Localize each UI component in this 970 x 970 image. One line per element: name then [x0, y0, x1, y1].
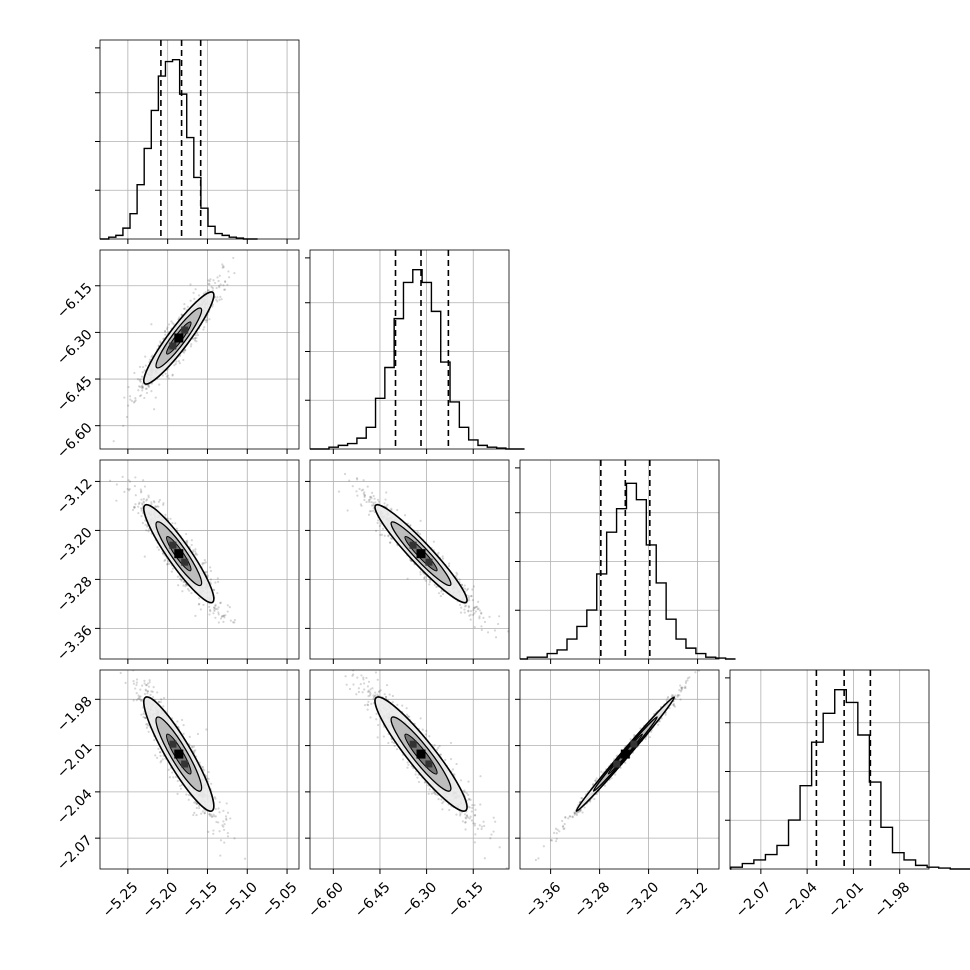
x-tick-label: −3.36 — [523, 879, 565, 921]
x-tick-label: −2.01 — [825, 879, 867, 921]
scatter-points — [109, 475, 236, 624]
y-tick-label: −3.12 — [54, 476, 96, 518]
panel-frame — [519, 669, 720, 870]
panel-background — [520, 670, 719, 869]
x-tick-label: −5.05 — [259, 879, 301, 921]
density-core — [620, 749, 630, 759]
y-tick-label: −1.98 — [54, 694, 96, 736]
scatter-panel-0-2 — [99, 459, 300, 660]
x-tick-label: −3.28 — [572, 879, 614, 921]
scatter-points — [534, 670, 701, 862]
y-tick-label: −2.07 — [54, 832, 96, 874]
density-core — [174, 749, 184, 759]
density-core — [613, 760, 621, 768]
y-tick-label: −6.30 — [54, 327, 96, 369]
histogram-panel-3 — [729, 669, 970, 870]
panel-background — [100, 460, 299, 659]
scatter-points — [337, 472, 509, 639]
y-tick-label: −3.36 — [54, 623, 96, 665]
scatter-points — [112, 256, 236, 443]
density-core — [409, 541, 417, 549]
scatter-panel-1-3 — [309, 669, 510, 870]
panel-background — [520, 460, 719, 659]
x-tick-label: −5.15 — [179, 879, 221, 921]
panel-frame — [309, 669, 510, 870]
scatter-points — [344, 670, 508, 869]
panel-frame — [729, 669, 930, 870]
density-core — [409, 740, 417, 748]
x-tick-label: −5.20 — [140, 879, 182, 921]
density-core — [169, 541, 177, 549]
density-core — [630, 740, 638, 748]
histogram-step-line — [310, 269, 525, 450]
y-tick-label: −3.28 — [54, 574, 96, 616]
histogram-step-line — [730, 689, 970, 870]
y-tick-label: −6.15 — [54, 280, 96, 322]
x-tick-label: −3.12 — [670, 879, 712, 921]
panel-frame — [309, 249, 510, 450]
histogram-panel-2 — [519, 459, 736, 660]
x-tick-label: −6.30 — [399, 879, 441, 921]
y-tick-label: −3.20 — [54, 525, 96, 567]
y-tick-label: −6.45 — [54, 373, 96, 415]
scatter-panel-0-1 — [99, 249, 300, 450]
panel-frame — [99, 669, 300, 870]
panel-background — [310, 670, 509, 869]
density-core — [425, 760, 433, 768]
panel-background — [310, 250, 509, 449]
x-tick-label: −6.15 — [445, 879, 487, 921]
density-core — [181, 558, 189, 566]
x-tick-label: −2.04 — [779, 879, 821, 921]
x-tick-label: −5.10 — [219, 879, 261, 921]
panel-background — [100, 250, 299, 449]
x-tick-label: −1.98 — [872, 879, 914, 921]
panel-frame — [99, 249, 300, 450]
panel-background — [730, 670, 929, 869]
x-tick-label: −2.07 — [733, 879, 775, 921]
panel-background — [100, 40, 299, 239]
histogram-step-line — [520, 482, 736, 660]
scatter-panel-1-2 — [309, 459, 510, 660]
histogram-step-line — [100, 59, 258, 240]
y-tick-label: −2.01 — [54, 740, 96, 782]
density-core — [416, 749, 426, 759]
y-tick-label: −6.60 — [54, 420, 96, 462]
density-core — [169, 740, 177, 748]
density-core — [181, 326, 189, 334]
x-tick-label: −3.20 — [621, 879, 663, 921]
panel-frame — [99, 39, 300, 240]
density-core — [174, 333, 184, 343]
panel-frame — [99, 459, 300, 660]
histogram-panel-1 — [309, 249, 525, 450]
scatter-panel-0-3 — [99, 669, 300, 870]
panel-background — [310, 460, 509, 659]
density-core — [425, 558, 433, 566]
y-tick-label: −2.04 — [54, 786, 96, 828]
panel-frame — [309, 459, 510, 660]
scatter-points — [119, 670, 247, 860]
panel-frame — [519, 459, 720, 660]
x-tick-label: −6.45 — [352, 879, 394, 921]
density-core — [169, 342, 177, 350]
x-tick-label: −5.25 — [100, 879, 142, 921]
density-core — [181, 760, 189, 768]
density-core — [174, 549, 184, 559]
density-core — [416, 549, 426, 559]
histogram-panel-0 — [99, 39, 300, 240]
x-tick-label: −6.60 — [305, 879, 347, 921]
scatter-panel-2-3 — [519, 669, 720, 870]
